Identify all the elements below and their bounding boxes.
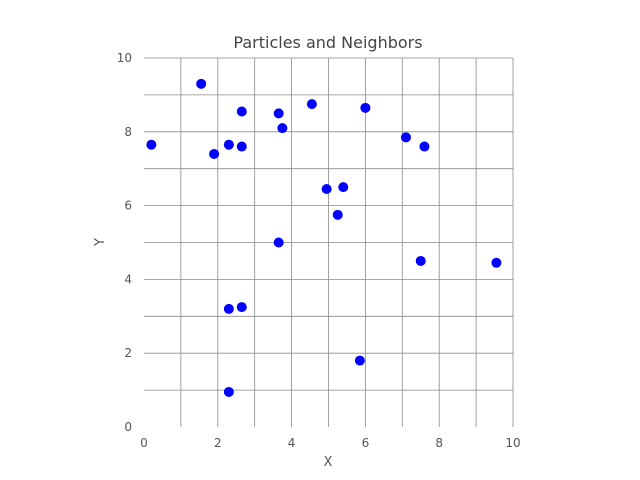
data-point bbox=[209, 148, 220, 159]
x-tick-labels: 0 2 4 6 8 10 bbox=[140, 436, 520, 450]
x-tick-label: 4 bbox=[288, 436, 296, 450]
data-point bbox=[419, 141, 430, 152]
chart-title: Particles and Neighbors bbox=[233, 33, 422, 52]
data-point bbox=[146, 139, 157, 150]
y-tick-label: 4 bbox=[124, 272, 132, 286]
data-point bbox=[415, 255, 426, 266]
grid-lines bbox=[144, 57, 514, 427]
data-point bbox=[332, 209, 343, 220]
y-tick-label: 8 bbox=[124, 125, 132, 139]
data-point bbox=[354, 355, 365, 366]
data-points bbox=[146, 78, 502, 397]
x-tick-label: 8 bbox=[435, 436, 443, 450]
data-point bbox=[321, 183, 332, 194]
y-tick-labels: 0 2 4 6 8 10 bbox=[117, 51, 132, 434]
data-point bbox=[236, 141, 247, 152]
data-point bbox=[306, 99, 317, 110]
x-tick-label: 2 bbox=[214, 436, 222, 450]
data-point bbox=[223, 386, 234, 397]
data-point bbox=[223, 303, 234, 314]
data-point bbox=[491, 257, 502, 268]
x-tick-label: 10 bbox=[505, 436, 520, 450]
x-axis-label: X bbox=[324, 455, 333, 470]
data-point bbox=[273, 237, 284, 248]
data-point bbox=[236, 302, 247, 313]
y-tick-label: 10 bbox=[117, 51, 132, 65]
x-tick-label: 0 bbox=[140, 436, 148, 450]
data-point bbox=[236, 106, 247, 117]
data-point bbox=[273, 108, 284, 119]
data-point bbox=[223, 139, 234, 150]
data-point bbox=[196, 78, 207, 89]
y-tick-label: 0 bbox=[124, 420, 132, 434]
data-point bbox=[338, 182, 349, 193]
y-tick-label: 2 bbox=[124, 346, 132, 360]
data-point bbox=[400, 132, 411, 143]
x-tick-label: 6 bbox=[362, 436, 370, 450]
y-axis-label: Y bbox=[93, 238, 108, 247]
y-tick-label: 6 bbox=[124, 199, 132, 213]
data-point bbox=[360, 102, 371, 113]
data-point bbox=[277, 123, 288, 134]
